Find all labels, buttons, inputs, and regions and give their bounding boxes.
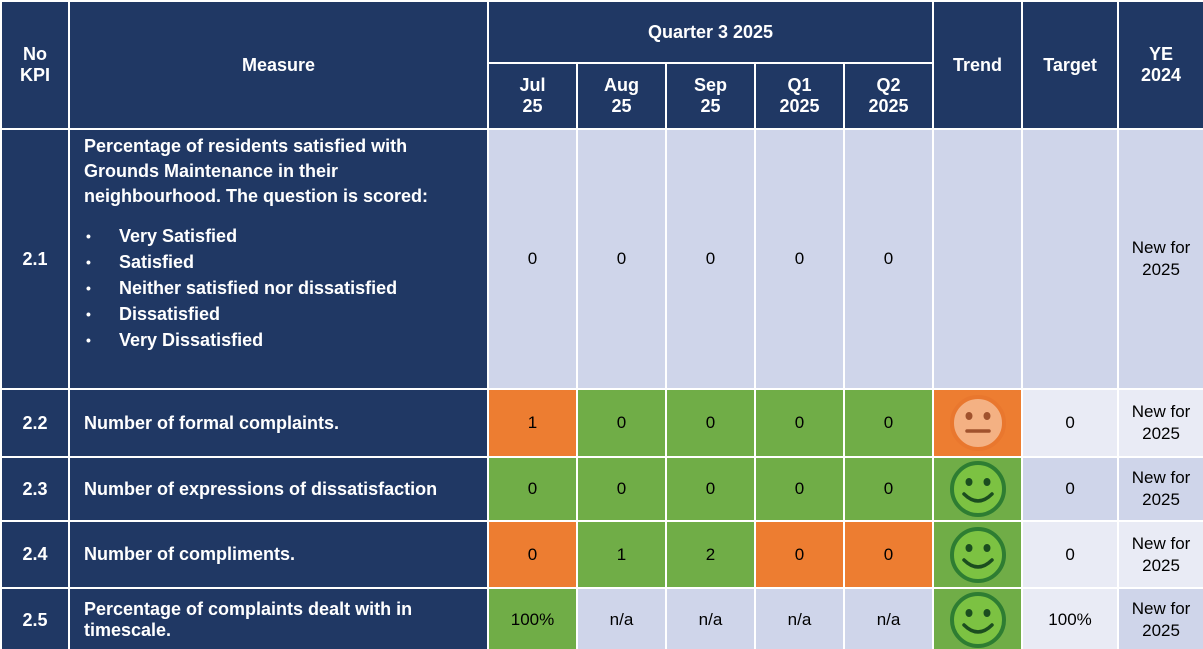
value-cell: 0 xyxy=(576,456,667,522)
ye-text: New for 2025 xyxy=(1131,468,1191,509)
header-row: No KPI Measure Quarter 3 2025 Trend Targ… xyxy=(0,0,1203,130)
measure-text: Number of compliments. xyxy=(84,544,296,564)
ye-cell: New for 2025 xyxy=(1117,587,1203,649)
bullet-item: Neither satisfied nor dissatisfied xyxy=(84,275,473,301)
measure-text: Percentage of residents satisfied with G… xyxy=(84,136,429,206)
header-text: No KPI xyxy=(19,44,50,85)
measure-text: Number of expressions of dissatisfaction xyxy=(84,478,438,499)
value-cell: 100% xyxy=(487,587,578,649)
trend-cell xyxy=(932,128,1024,390)
value-cell: 0 xyxy=(665,128,756,390)
value-cell: 0 xyxy=(487,520,578,589)
value-cell: 2 xyxy=(665,520,756,589)
target-cell: 0 xyxy=(1021,520,1120,589)
kpi-row: 2.1 Percentage of residents satisfied wit… xyxy=(0,128,1203,390)
trend-face xyxy=(949,592,1006,648)
value-cell: 0 xyxy=(576,128,667,390)
trend-cell xyxy=(932,520,1024,589)
ye-text: New for 2025 xyxy=(1131,533,1191,575)
header-text: Q2 2025 xyxy=(868,75,909,116)
header-cell: No KPI xyxy=(0,0,70,130)
kpi-id: 2.3 xyxy=(0,456,70,522)
ye-cell: New for 2025 xyxy=(1117,456,1203,522)
value-cell: 0 xyxy=(576,388,667,458)
measure-cell: Number of compliments. xyxy=(68,520,489,589)
kpi-row: 2.5 Percentage of complaints dealt with i… xyxy=(0,587,1203,649)
kpi-row: 2.3 Number of expressions of dissatisfact… xyxy=(0,456,1203,522)
header-cell: YE 2024 xyxy=(1117,0,1203,130)
header-cell: Sep 25 xyxy=(665,62,756,130)
ye-text: New for 2025 xyxy=(1131,238,1191,279)
header-cell: Measure xyxy=(68,0,489,130)
kpi-id: 2.5 xyxy=(0,587,70,649)
measure-text: Number of formal complaints. xyxy=(84,412,340,433)
trend-cell xyxy=(932,388,1024,458)
header-cell: Target xyxy=(1021,0,1120,130)
ye-cell: New for 2025 xyxy=(1117,128,1203,390)
value-cell: n/a xyxy=(842,587,935,649)
value-cell: 0 xyxy=(754,128,845,390)
ye-text: New for 2025 xyxy=(1131,402,1191,443)
header-text: Sep 25 xyxy=(693,75,727,116)
header-cell: Q1 2025 xyxy=(754,62,845,130)
measure-cell: Number of expressions of dissatisfaction xyxy=(68,456,489,522)
target-cell: 0 xyxy=(1021,456,1120,522)
trend-cell xyxy=(932,587,1024,649)
measure-cell: Percentage of residents satisfied with G… xyxy=(68,128,489,390)
measure-text: Percentage of complaints dealt with in t… xyxy=(84,599,413,640)
value-cell: 0 xyxy=(665,388,756,458)
value-cell: 0 xyxy=(842,128,935,390)
bullet-item: Dissatisfied xyxy=(84,301,473,327)
value-cell: 0 xyxy=(487,128,578,390)
header-cell: Quarter 3 2025 xyxy=(486,0,935,64)
bullet-item: Very Satisfied xyxy=(84,223,473,249)
kpi-id: 2.1 xyxy=(0,128,70,390)
trend-face xyxy=(949,461,1006,517)
header-cell: Q2 2025 xyxy=(842,62,935,130)
measure-cell: Percentage of complaints dealt with in t… xyxy=(68,587,489,649)
kpi-id: 2.2 xyxy=(0,388,70,458)
kpi-row: 2.2 Number of formal complaints. 1 0 0 0 0 0 New… xyxy=(0,388,1203,458)
kpi-id: 2.4 xyxy=(0,520,70,589)
header-cell: Jul 25 xyxy=(487,62,578,130)
value-cell: 0 xyxy=(754,520,845,589)
target-cell xyxy=(1021,128,1120,390)
header-cell: Aug 25 xyxy=(576,62,667,130)
measure-cell: Number of formal complaints. xyxy=(68,388,489,458)
header-text: Q1 2025 xyxy=(779,75,820,116)
trend-face xyxy=(949,526,1006,583)
value-cell: 1 xyxy=(576,520,667,589)
bullet-list: Very SatisfiedSatisfiedNeither satisfied… xyxy=(84,223,473,353)
value-cell: 0 xyxy=(842,456,935,522)
value-cell: 0 xyxy=(665,456,756,522)
value-cell: n/a xyxy=(665,587,756,649)
value-cell: n/a xyxy=(576,587,667,649)
ye-cell: New for 2025 xyxy=(1117,520,1203,589)
value-cell: n/a xyxy=(754,587,845,649)
ye-text: New for 2025 xyxy=(1131,599,1191,640)
target-cell: 100% xyxy=(1021,587,1120,649)
bullet-item: Very Dissatisfied xyxy=(84,327,473,353)
value-cell: 0 xyxy=(842,388,935,458)
header-text: Aug 25 xyxy=(604,75,639,116)
value-cell: 0 xyxy=(754,456,845,522)
kpi-row: 2.4 Number of compliments. 0 1 2 0 0 0 New for 2… xyxy=(0,520,1203,589)
header-cell: Trend xyxy=(932,0,1024,130)
header-text: Jul 25 xyxy=(519,75,546,116)
ye-cell: New for 2025 xyxy=(1117,388,1203,458)
bullet-item: Satisfied xyxy=(84,249,473,275)
trend-cell xyxy=(932,456,1024,522)
trend-face xyxy=(949,395,1006,451)
target-cell: 0 xyxy=(1021,388,1120,458)
value-cell: 0 xyxy=(487,456,578,522)
header-text: YE 2024 xyxy=(1141,44,1182,85)
value-cell: 1 xyxy=(487,388,578,458)
header-row: Jul 25 Aug 25 Sep 25 Q1 2025 Q2 2025 xyxy=(1,62,1203,130)
value-cell: 0 xyxy=(754,388,845,458)
value-cell: 0 xyxy=(842,520,935,589)
